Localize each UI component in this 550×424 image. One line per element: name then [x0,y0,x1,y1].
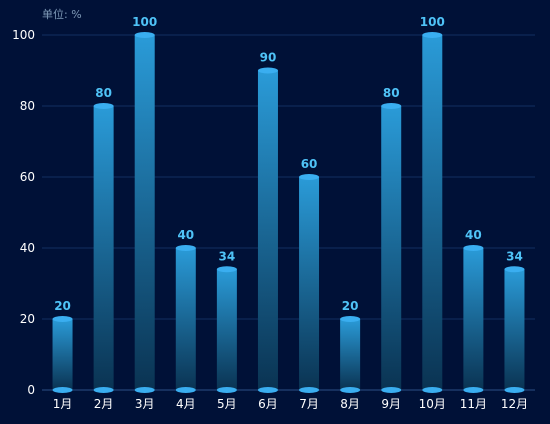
x-tick-label: 9月 [381,397,401,411]
bar-group: 60 [299,157,320,393]
bar-bottom-cap [299,387,320,393]
bar-top-cap [216,266,237,273]
y-tick-label: 0 [27,383,35,397]
bar-bottom-cap [134,387,155,393]
bar-bottom-cap [216,387,237,393]
bar-group: 20 [340,299,361,393]
bar-group: 100 [132,15,157,393]
bar-top-cap [52,316,73,322]
x-tick-label: 3月 [135,397,155,411]
x-tick-label: 10月 [419,397,446,411]
bar-bottom-cap [381,387,402,393]
data-label: 20 [342,299,359,313]
bar-top-cap [175,245,196,251]
bar-top-cap [257,67,278,74]
bar [216,269,237,390]
x-tick-label: 1月 [53,397,73,411]
bar-top-cap [504,266,525,273]
bar [504,269,525,390]
bar [93,106,114,390]
x-tick-label: 5月 [217,397,237,411]
bar-top-cap [340,316,361,322]
bar-group: 40 [463,228,484,393]
bar-top-cap [299,174,320,180]
y-tick-label: 40 [20,241,35,255]
data-label: 80 [95,86,112,100]
x-tick-label: 2月 [94,397,114,411]
x-tick-label: 8月 [340,397,360,411]
bar-group: 34 [504,249,525,393]
data-label: 40 [465,228,482,242]
y-tick-label: 80 [20,99,35,113]
bar-bottom-cap [52,387,73,393]
bar-group: 80 [381,86,402,393]
bar [175,248,196,390]
bar [52,319,73,390]
x-tick-label: 7月 [299,397,319,411]
bar [257,70,278,390]
data-label: 34 [219,249,236,263]
x-tick-label: 11月 [460,397,487,411]
data-label: 40 [177,228,194,242]
bar-group: 90 [257,51,278,393]
bar-top-cap [422,32,443,38]
bar-bottom-cap [422,387,443,393]
bar-top-cap [134,32,155,38]
y-tick-label: 60 [20,170,35,184]
bar [299,177,320,390]
bar [422,35,443,390]
bar-top-cap [463,245,484,251]
y-tick-label: 20 [20,312,35,326]
data-label: 90 [260,51,277,65]
bar-bottom-cap [504,387,525,393]
data-label: 20 [54,299,71,313]
bar [463,248,484,390]
bar-bottom-cap [257,387,278,393]
y-axis-ticks: 0 20 40 60 80 100 [12,28,35,397]
data-label: 100 [132,15,157,29]
x-axis-ticks: 1月 2月 3月 4月 5月 6月 7月 8月 9月 10月 11月 12月 [53,397,528,411]
bar-bottom-cap [93,387,114,393]
data-label: 100 [420,15,445,29]
grid [42,34,535,320]
data-label: 80 [383,86,400,100]
x-tick-label: 4月 [176,397,196,411]
bars: 20 80 100 40 34 90 60 20 80 100 40 34 [52,15,525,393]
bar-bottom-cap [340,387,361,393]
bar [134,35,155,390]
y-tick-label: 100 [12,28,35,42]
data-label: 60 [301,157,318,171]
bar-group: 100 [420,15,445,393]
bar-top-cap [93,103,114,109]
bar [381,106,402,390]
data-label: 34 [506,249,523,263]
bar [340,319,361,390]
bar-bottom-cap [175,387,196,393]
x-tick-label: 12月 [501,397,528,411]
bar-top-cap [381,103,402,109]
bar-group: 40 [175,228,196,393]
bar-group: 20 [52,299,73,393]
bar-group: 34 [216,249,237,393]
x-tick-label: 6月 [258,397,278,411]
unit-label: 单位: % [42,7,82,21]
bar-bottom-cap [463,387,484,393]
bar-group: 80 [93,86,114,393]
